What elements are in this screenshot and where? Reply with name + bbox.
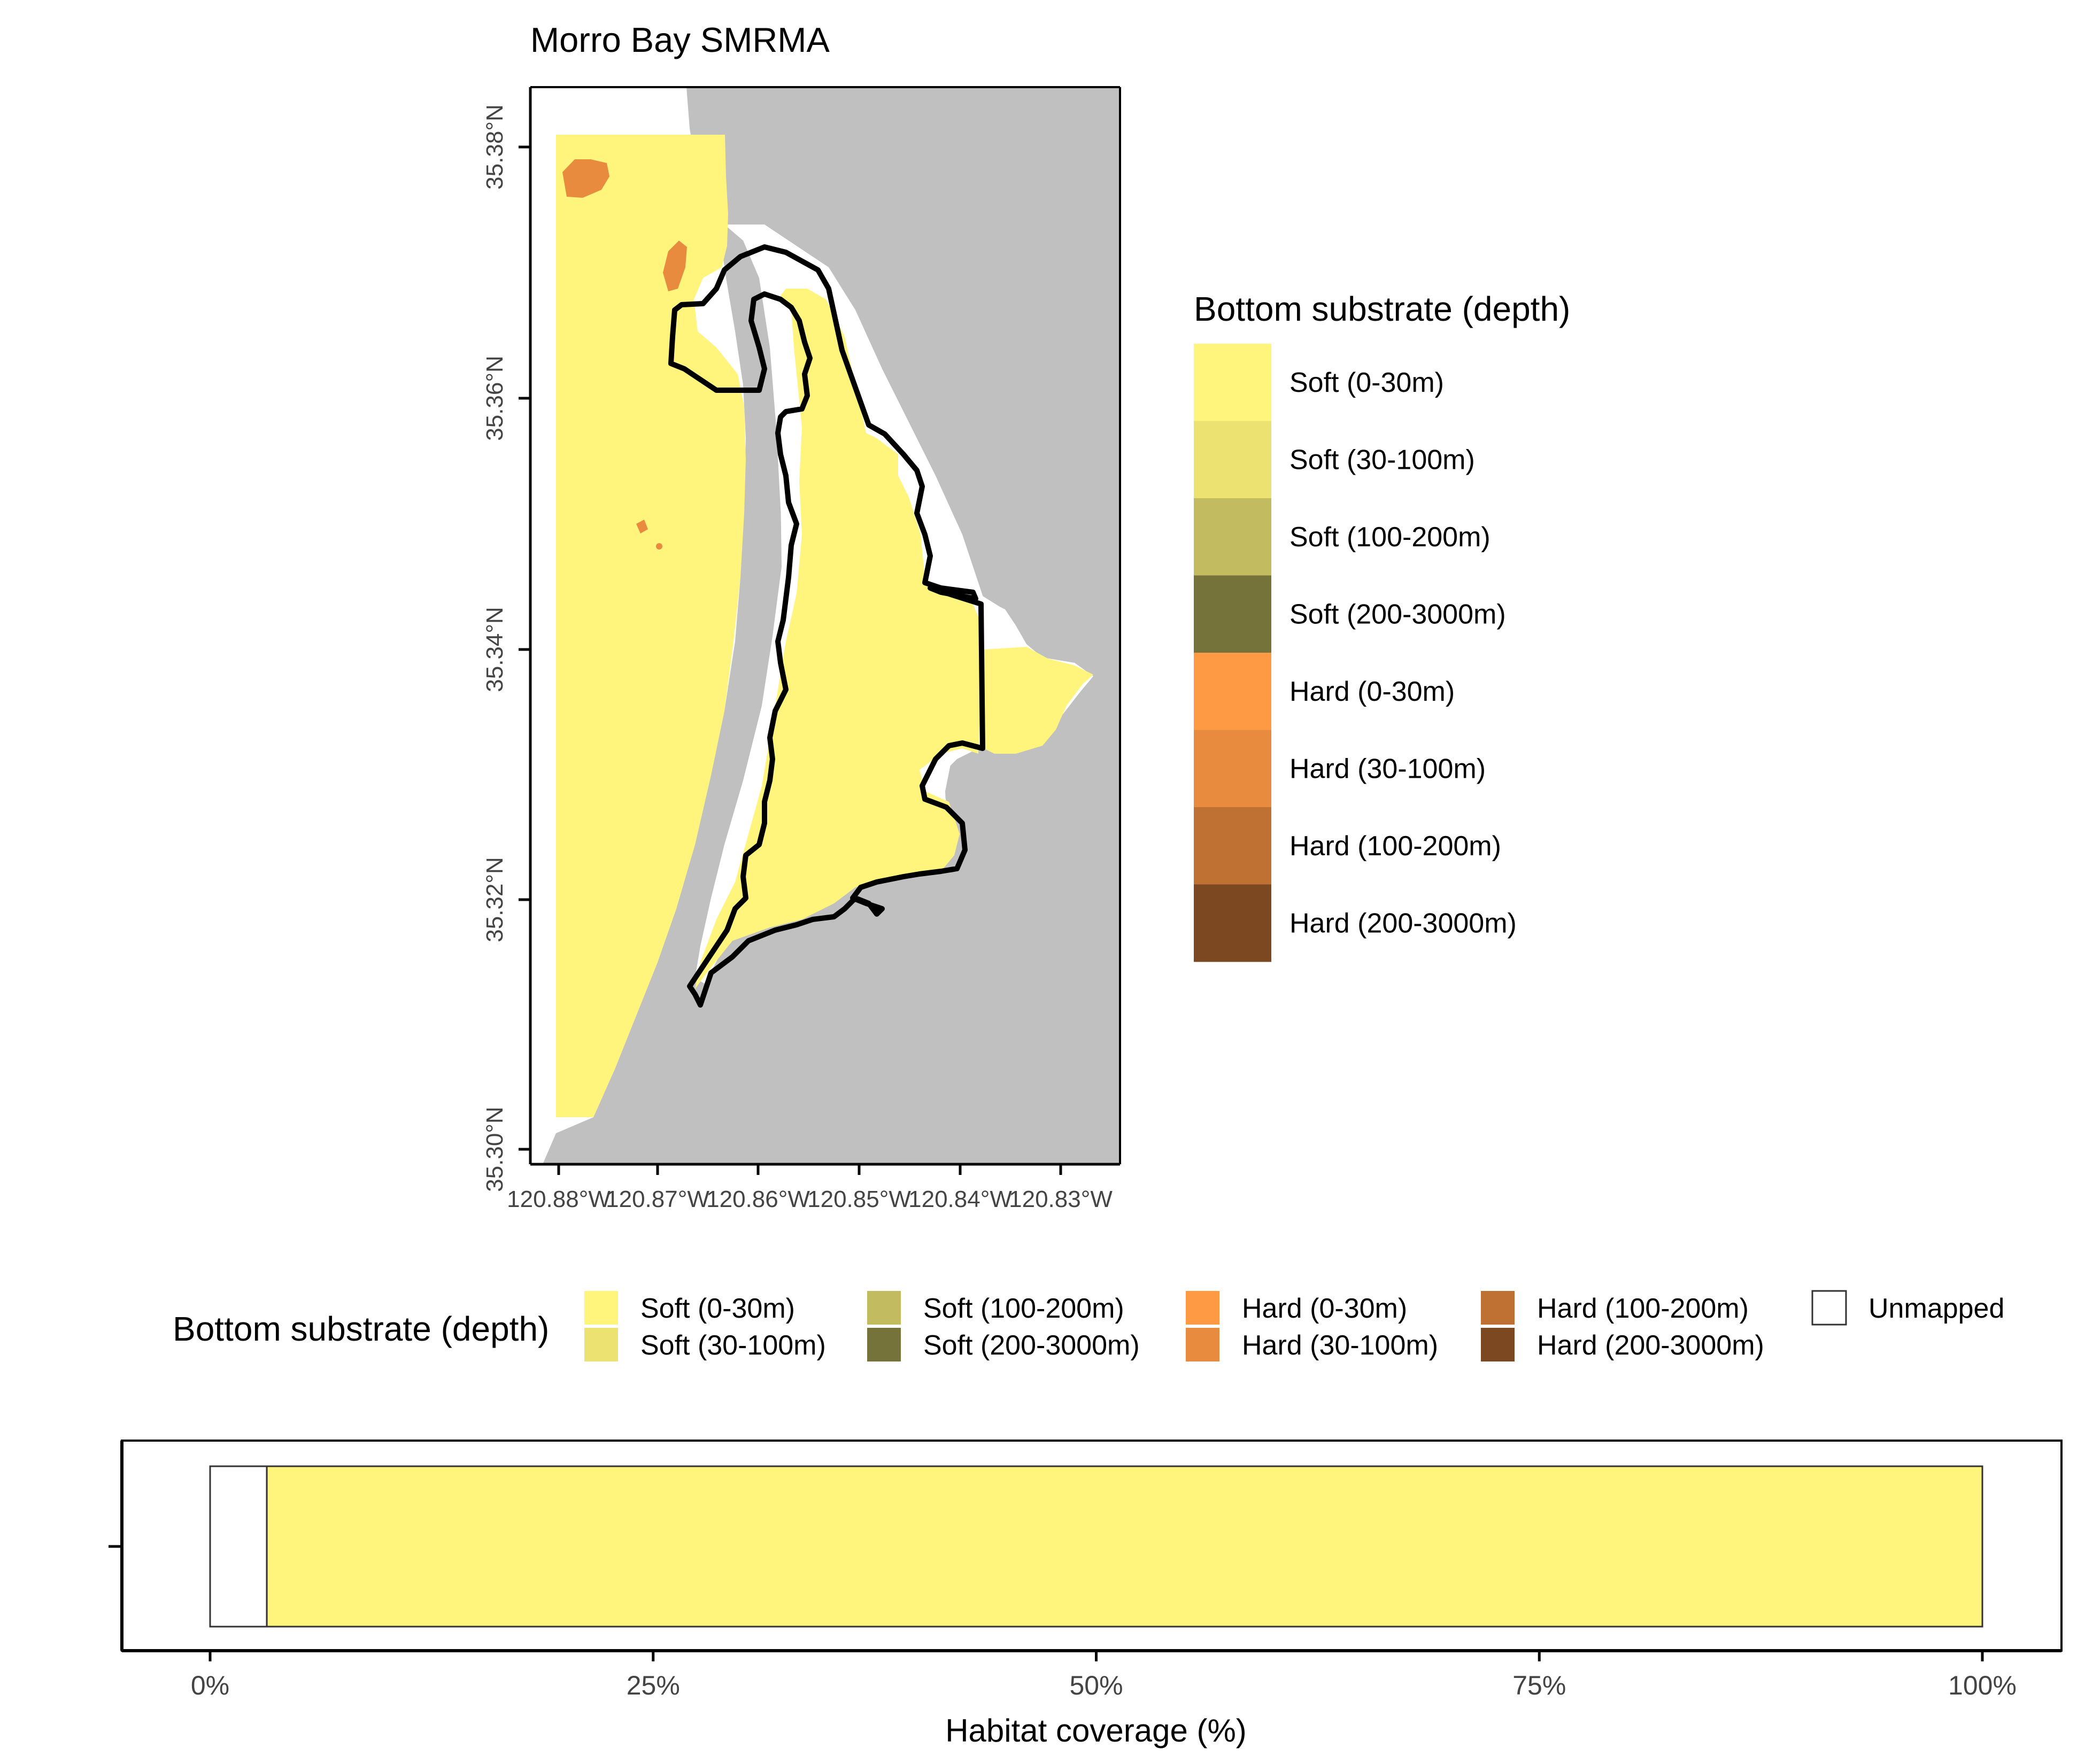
legend-side-title: Bottom substrate (depth) — [1194, 290, 1570, 328]
legend-bottom-title: Bottom substrate (depth) — [173, 1310, 549, 1348]
lon-tick-label: 120.87°W — [606, 1186, 709, 1212]
lon-tick-label: 120.83°W — [1009, 1186, 1113, 1212]
legend-side-label: Soft (0-30m) — [1289, 367, 1444, 398]
legend-side-swatch — [1194, 344, 1271, 421]
legend-side-swatch — [1194, 653, 1271, 730]
legend-side-label: Soft (100-200m) — [1289, 522, 1491, 553]
coverage-x-tick-label: 0% — [191, 1670, 229, 1700]
legend-side-swatch — [1194, 498, 1271, 576]
legend-side-items: Soft (0-30m) Soft (30-100m) Soft (100-200m… — [1194, 344, 1517, 962]
smrma-boundary — [668, 244, 985, 1008]
lon-tick-label: 120.88°W — [507, 1186, 611, 1212]
legend-bottom-swatch — [867, 1291, 901, 1325]
legend-bottom: Bottom substrate (depth) Soft (0-30m)Sof… — [173, 1290, 2004, 1361]
legend-side: Bottom substrate (depth) Soft (0-30m)Sof… — [1194, 290, 1570, 962]
coverage-bar-segment — [209, 1465, 268, 1628]
legend-bottom-items: Soft (0-30m) Soft (30-100m) Soft (100-200m… — [584, 1290, 2004, 1361]
coverage-x-axis-title: Habitat coverage (%) — [945, 1713, 1247, 1748]
legend-side-label: Hard (0-30m) — [1289, 676, 1455, 707]
coverage-x-tick-label: 50% — [1069, 1670, 1123, 1700]
lat-tick-label: 35.36°N — [482, 355, 508, 440]
legend-bottom-swatch — [584, 1291, 618, 1325]
lat-tick-label: 35.34°N — [482, 607, 508, 692]
coverage-x-tick-label: 75% — [1512, 1670, 1566, 1700]
legend-bottom-label: Soft (200-3000m) — [923, 1330, 1140, 1361]
lon-tick-label: 120.85°W — [807, 1186, 911, 1212]
legend-bottom-label: Hard (30-100m) — [1242, 1330, 1438, 1361]
legend-side-label: Hard (30-100m) — [1289, 754, 1486, 785]
coverage-bar-segment — [266, 1465, 1983, 1628]
legend-side-swatch — [1194, 730, 1271, 808]
legend-bottom-swatch — [1481, 1328, 1515, 1361]
legend-side-label: Hard (100-200m) — [1289, 831, 1501, 862]
legend-bottom-swatch — [1186, 1328, 1219, 1361]
soft-substrate-east — [984, 647, 1093, 754]
legend-side-swatch — [1194, 575, 1271, 653]
legend-bottom-label: Soft (100-200m) — [923, 1293, 1124, 1324]
hard-substrate-patch-2 — [663, 241, 687, 291]
hard-substrate-patch-4 — [656, 543, 662, 550]
legend-bottom-label: Hard (100-200m) — [1537, 1293, 1749, 1324]
lat-tick-label: 35.38°N — [482, 104, 508, 189]
legend-bottom-label: Soft (30-100m) — [640, 1330, 826, 1361]
coverage-bars — [209, 1465, 1983, 1628]
coverage-x-tick-label: 100% — [1948, 1670, 2017, 1700]
legend-side-swatch — [1194, 421, 1271, 499]
legend-bottom-label: Soft (0-30m) — [640, 1293, 795, 1324]
hard-substrate-patch-3 — [636, 520, 648, 533]
legend-bottom-swatch — [1186, 1291, 1219, 1325]
lon-tick-label: 120.84°W — [908, 1186, 1012, 1212]
legend-bottom-label: Unmapped — [1868, 1293, 2004, 1324]
legend-bottom-label: Hard (0-30m) — [1242, 1293, 1407, 1324]
latitude-ticks: 35.38°N 35.36°N 35.34°N 35.32°N 35.30°N — [482, 104, 530, 1192]
legend-bottom-swatch — [1481, 1291, 1515, 1325]
legend-side-label: Soft (200-3000m) — [1289, 599, 1506, 630]
lat-tick-label: 35.32°N — [482, 857, 508, 942]
legend-bottom-label: Hard (200-3000m) — [1537, 1330, 1764, 1361]
coverage-x-ticks: 0% 25% 50% 75% 100% — [191, 1651, 2017, 1700]
legend-side-swatch — [1194, 884, 1271, 962]
legend-side-label: Soft (30-100m) — [1289, 445, 1475, 476]
legend-side-swatch — [1194, 807, 1271, 885]
map-panel: 35.38°N 35.36°N 35.34°N 35.32°N 35.30°N 120.… — [482, 86, 1121, 1212]
legend-bottom-swatch — [584, 1328, 618, 1361]
land-east — [543, 87, 1120, 1164]
coverage-chart: 0% 25% 50% 75% 100% Habitat coverage (%) — [109, 1440, 2063, 1748]
coverage-x-tick-label: 25% — [627, 1670, 680, 1700]
legend-side-label: Hard (200-3000m) — [1289, 908, 1517, 939]
legend-bottom-swatch — [867, 1328, 901, 1361]
map-title: Morro Bay SMRMA — [530, 20, 830, 59]
hard-substrate-patch-north — [562, 159, 609, 198]
legend-bottom-swatch — [1811, 1290, 1847, 1326]
lat-tick-label: 35.30°N — [482, 1107, 508, 1192]
longitude-ticks: 120.88°W120.87°W120.86°W120.85°W120.84°W… — [507, 1164, 1113, 1212]
lon-tick-label: 120.86°W — [706, 1186, 810, 1212]
